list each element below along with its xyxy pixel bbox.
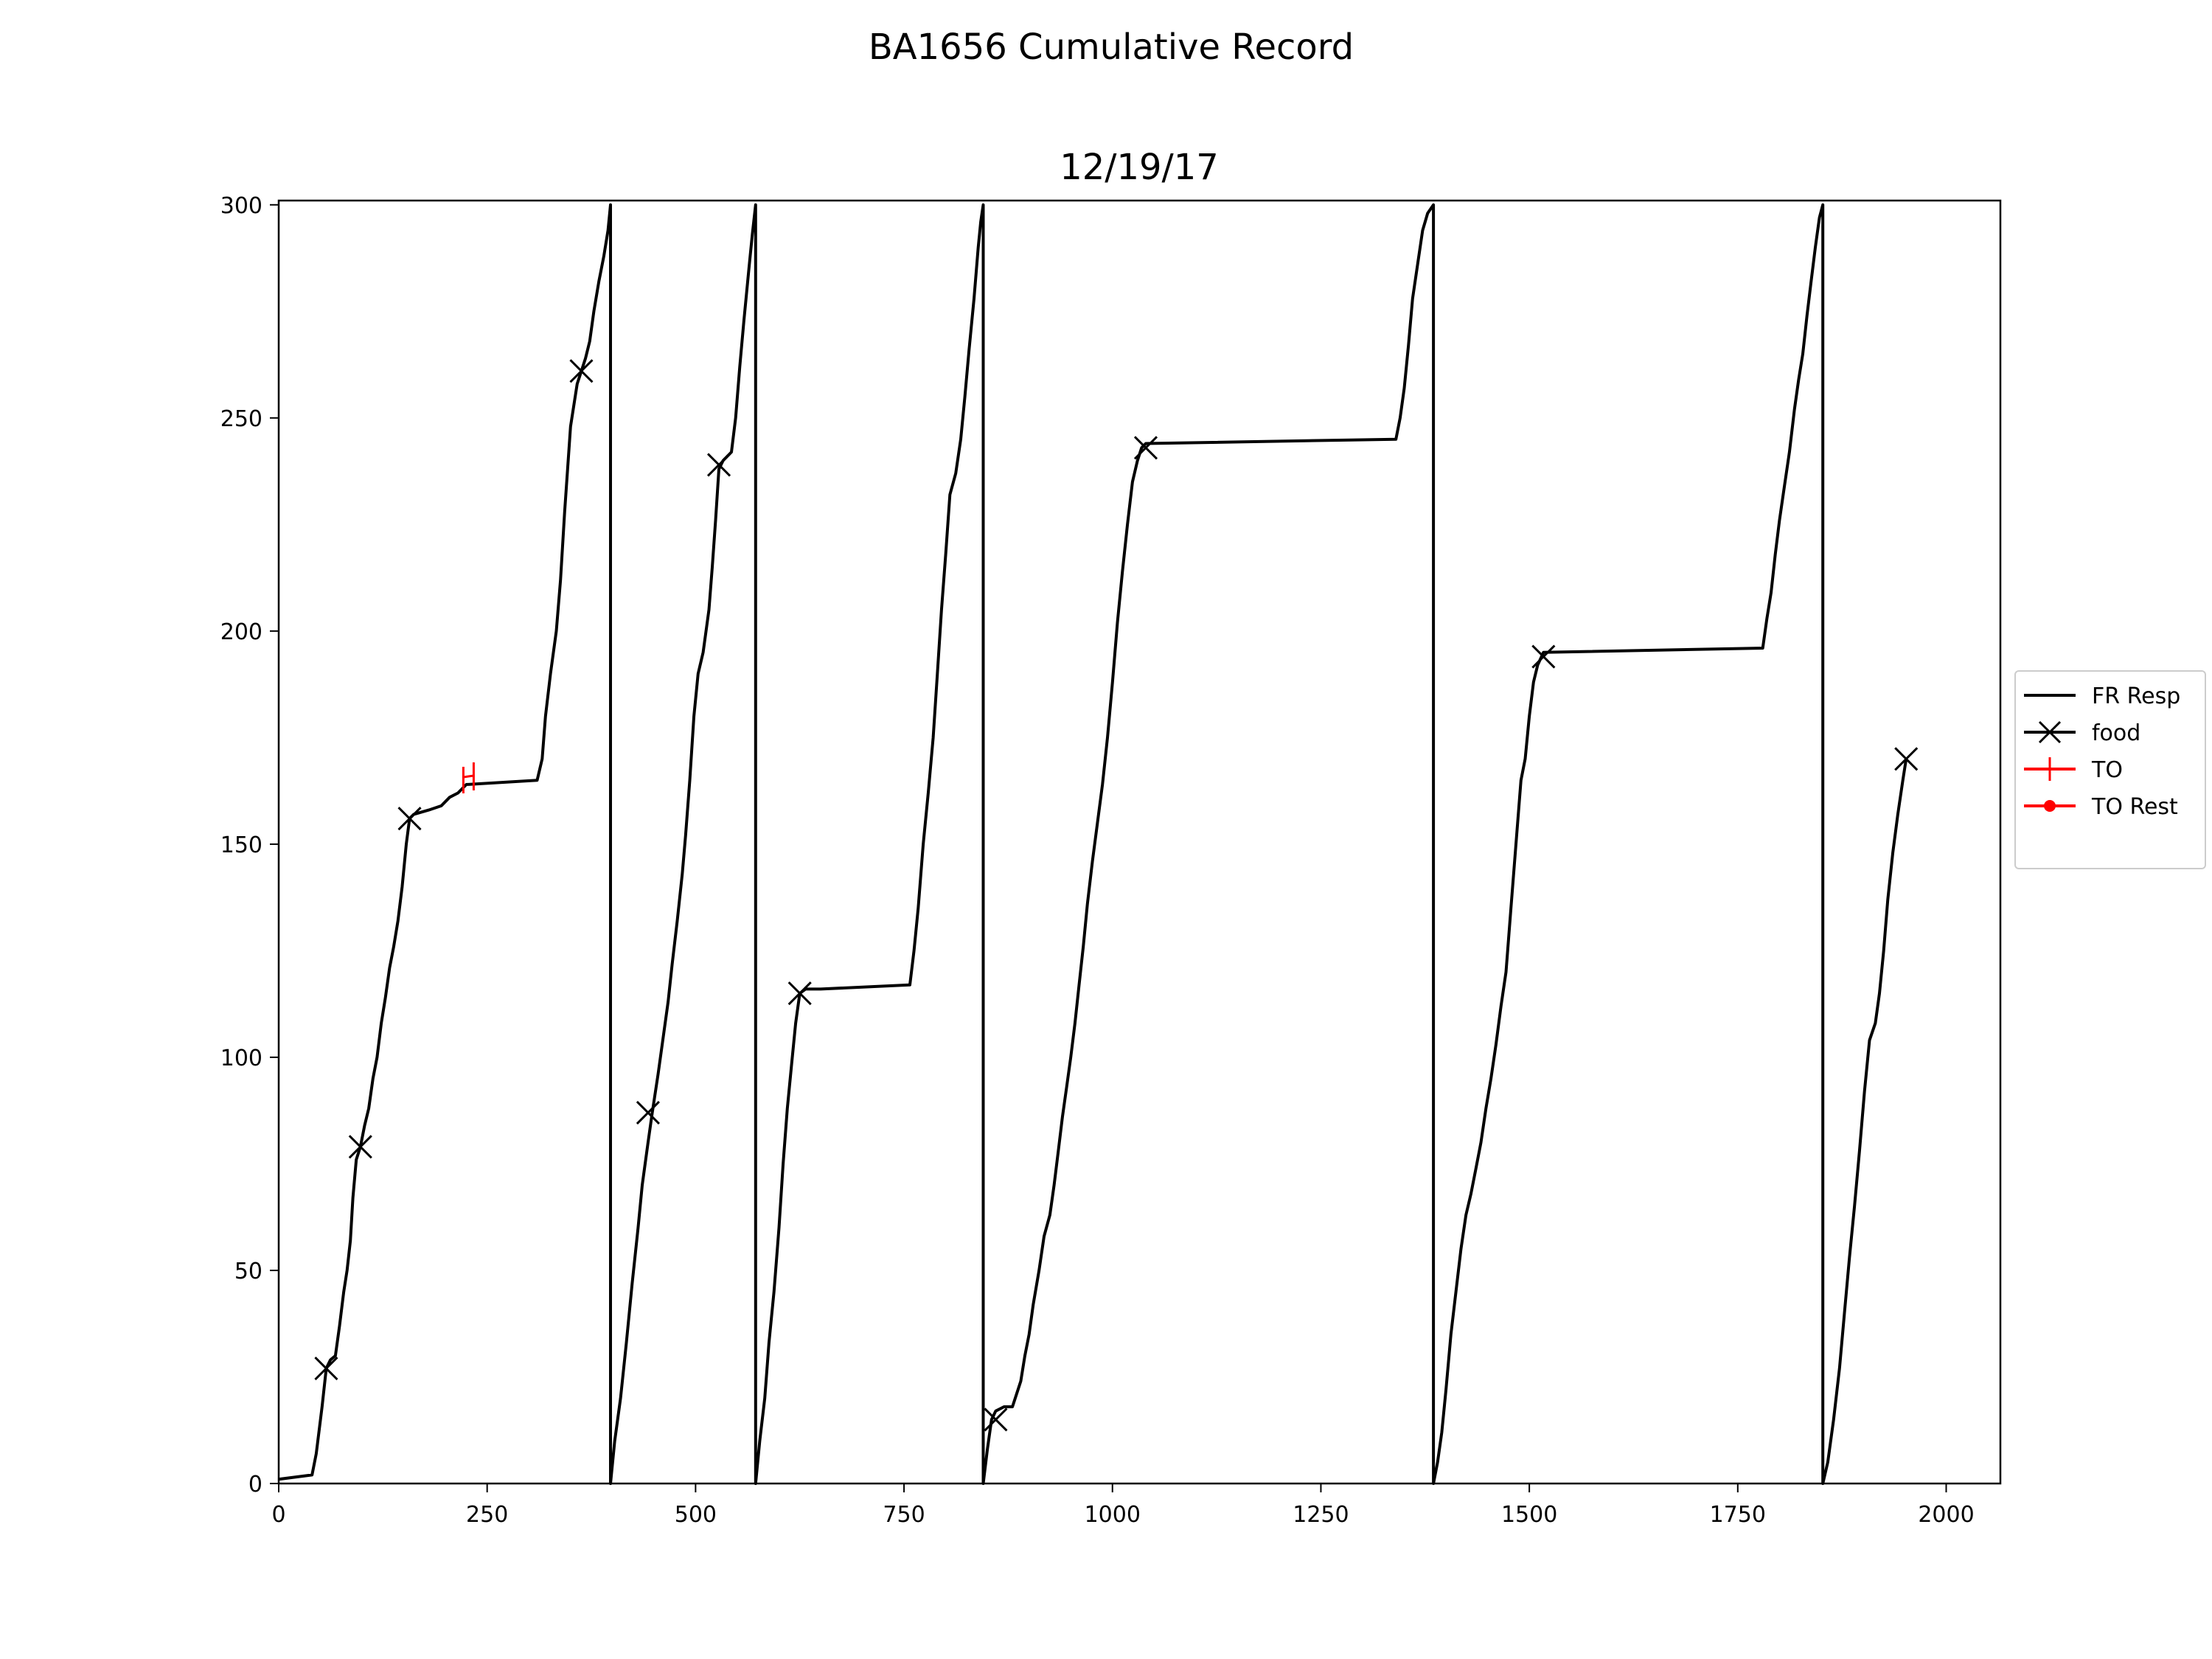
- food-marker-stroke: [314, 1356, 338, 1380]
- x-tick-label: 1500: [1501, 1502, 1557, 1528]
- to-marker: [462, 762, 475, 793]
- x-tick-label: 500: [675, 1502, 717, 1528]
- food-marker: [1133, 436, 1158, 460]
- legend-label: TO: [2091, 757, 2123, 783]
- food-marker: [787, 981, 812, 1006]
- y-tick-label: 300: [220, 193, 262, 219]
- food-marker: [1894, 747, 1919, 771]
- food-marker-stroke: [1133, 436, 1158, 460]
- food-marker: [636, 1101, 660, 1125]
- food-marker: [1531, 644, 1556, 669]
- food-marker: [984, 1408, 1008, 1432]
- food-marker-stroke: [1894, 747, 1919, 771]
- y-tick-label: 200: [220, 619, 262, 645]
- legend-label: TO Rest: [2091, 794, 2178, 820]
- legend-dot-icon: [2044, 800, 2056, 812]
- food-marker-stroke: [348, 1135, 372, 1159]
- figure-suptitle: BA1656 Cumulative Record: [869, 27, 1354, 68]
- y-tick-label: 0: [248, 1472, 262, 1498]
- food-marker-stroke: [397, 807, 422, 831]
- x-tick-label: 0: [271, 1502, 285, 1528]
- legend-item: food: [2024, 720, 2140, 746]
- y-tick-label: 100: [220, 1046, 262, 1071]
- legend-item: FR Resp: [2024, 684, 2180, 709]
- y-tick-label: 50: [234, 1259, 262, 1284]
- food-marker-stroke: [706, 453, 731, 477]
- food-marker-stroke: [636, 1101, 660, 1125]
- legend-item: TO: [2024, 757, 2123, 783]
- y-tick-label: 250: [220, 406, 262, 432]
- x-axis: 0 250 500 750 1000 1250 1500 1750 2000: [271, 1484, 1975, 1528]
- legend-item: TO Rest: [2024, 794, 2178, 820]
- food-marker: [569, 359, 594, 383]
- to-marker-stroke: [463, 774, 474, 779]
- food-marker-stroke: [984, 1408, 1008, 1432]
- marker-layer: [314, 359, 1919, 1432]
- x-tick-label: 250: [466, 1502, 508, 1528]
- food-marker-stroke: [1531, 644, 1556, 669]
- series-layer: [278, 203, 1908, 1485]
- food-marker: [397, 807, 422, 831]
- axes-title: 12/19/17: [1060, 147, 1219, 188]
- fr-resp-line: [278, 203, 1908, 1485]
- legend-label: FR Resp: [2092, 684, 2180, 709]
- food-marker: [706, 453, 731, 477]
- legend: FR Resp food TO TO Rest: [2014, 670, 2206, 869]
- x-tick-label: 2000: [1918, 1502, 1974, 1528]
- y-tick-label: 150: [220, 832, 262, 858]
- food-marker: [314, 1356, 338, 1380]
- x-tick-label: 1250: [1293, 1502, 1349, 1528]
- x-tick-label: 750: [883, 1502, 925, 1528]
- food-marker-stroke: [787, 981, 812, 1006]
- y-axis: 0 50 100 150 200 250 300: [220, 193, 279, 1498]
- x-tick-label: 1000: [1085, 1502, 1141, 1528]
- food-marker: [348, 1135, 372, 1159]
- x-tick-label: 1750: [1710, 1502, 1766, 1528]
- legend-x-icon: [2038, 720, 2062, 744]
- food-marker-stroke: [569, 359, 594, 383]
- legend-frame: [2014, 670, 2206, 869]
- axes-frame: [277, 199, 2002, 1485]
- legend-label: food: [2092, 720, 2140, 746]
